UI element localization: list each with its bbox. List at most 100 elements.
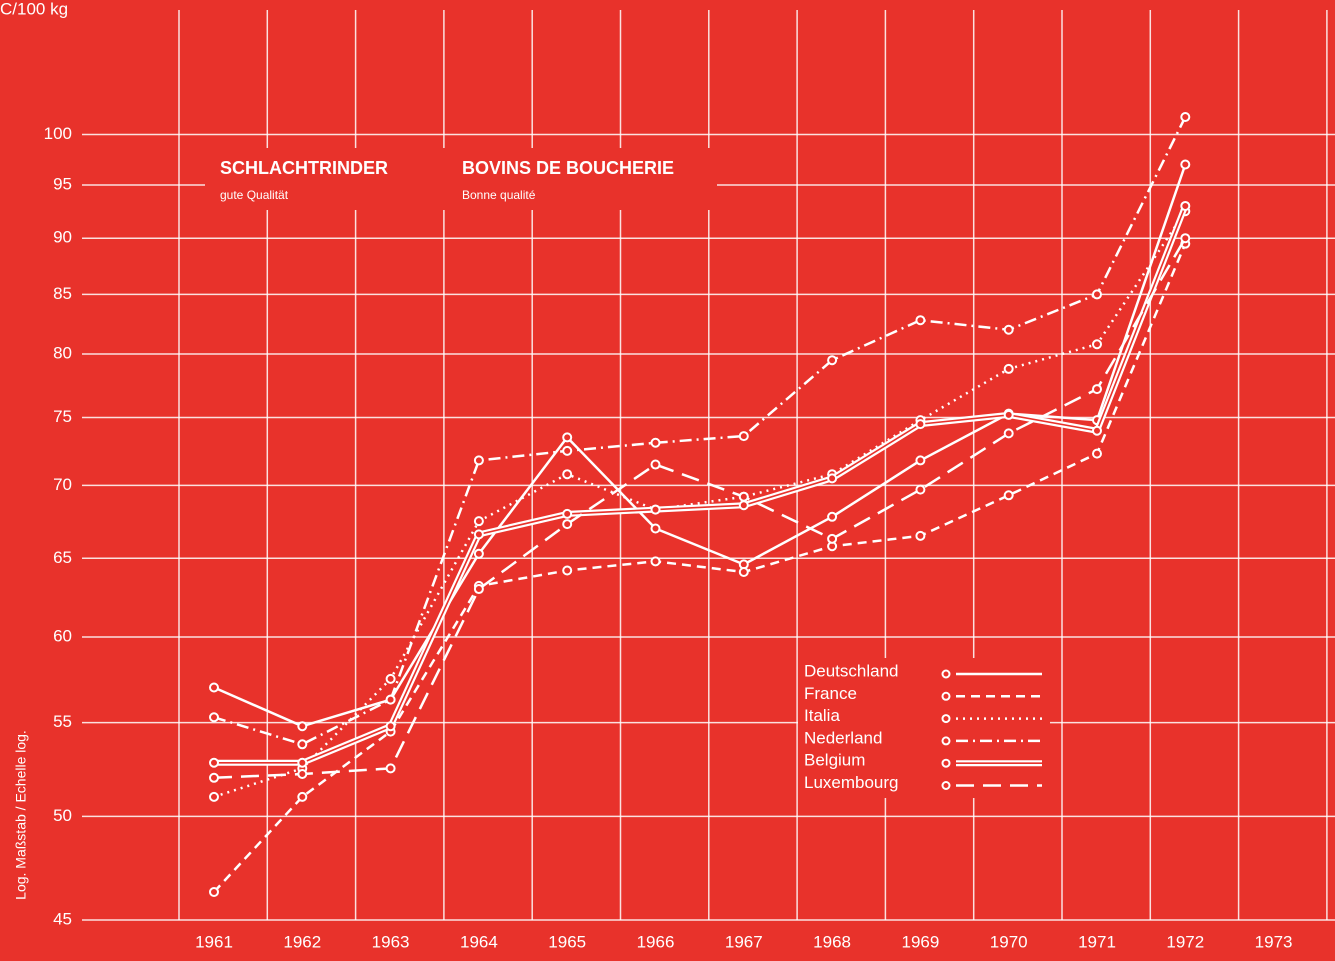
- legend-marker: [941, 691, 951, 701]
- point: [1180, 233, 1191, 244]
- legend-label: Luxembourg: [804, 773, 899, 792]
- point: [473, 548, 484, 559]
- point: [562, 508, 573, 519]
- point: [1180, 112, 1191, 123]
- point: [738, 491, 749, 502]
- point: [1003, 490, 1014, 501]
- point: [297, 721, 308, 732]
- x-tick-label: 1965: [548, 932, 586, 951]
- point: [1092, 384, 1102, 395]
- line: [213, 210, 1187, 799]
- y-tick-label: 45: [53, 909, 72, 928]
- point: [1092, 339, 1102, 350]
- point: [297, 791, 308, 802]
- point: [915, 455, 926, 466]
- point: [385, 763, 396, 774]
- point: [385, 721, 396, 732]
- y-tick-label: 90: [53, 228, 72, 247]
- line-inner: [214, 205, 1187, 764]
- point: [650, 504, 661, 515]
- chart-title: SCHLACHTRINDER: [220, 158, 388, 178]
- point: [562, 519, 573, 530]
- point: [738, 431, 749, 442]
- point: [650, 556, 661, 567]
- legend-marker: [941, 714, 951, 724]
- y-tick-label: 60: [53, 627, 72, 646]
- legend-marker: [941, 781, 951, 790]
- point: [1092, 289, 1102, 300]
- title-box: [205, 148, 717, 210]
- point: [738, 567, 749, 578]
- x-tick-label: 1964: [460, 932, 498, 951]
- point: [915, 530, 926, 541]
- point: [650, 437, 661, 448]
- point: [297, 769, 308, 780]
- y-tick-label: 55: [53, 712, 72, 731]
- x-tick-label: 1971: [1078, 932, 1116, 951]
- y-tick-label: 50: [53, 806, 72, 825]
- x-tick-label: 1967: [725, 932, 763, 951]
- point: [209, 772, 219, 783]
- point: [827, 473, 838, 484]
- point: [1092, 448, 1102, 459]
- point: [473, 455, 484, 466]
- point: [1092, 425, 1102, 436]
- point: [1003, 409, 1014, 420]
- point: [827, 355, 838, 366]
- y-tick-label: 75: [53, 407, 72, 426]
- x-tick-label: 1969: [901, 932, 939, 951]
- x-tick-label: 1963: [372, 932, 410, 951]
- point: [1180, 200, 1191, 211]
- point: [385, 694, 396, 705]
- y-tick-label: 85: [53, 284, 72, 303]
- x-tick-label: 1968: [813, 932, 851, 951]
- y-tick-label: 100: [44, 124, 72, 143]
- legend-box: [798, 658, 1050, 798]
- x-tick-label: 1973: [1255, 932, 1293, 951]
- legend-label: Belgium: [804, 751, 865, 770]
- point: [827, 511, 838, 522]
- point: [915, 419, 926, 430]
- line: [213, 164, 1187, 728]
- grid: [82, 10, 1335, 921]
- y-tick-label: 65: [53, 548, 72, 567]
- point: [562, 469, 573, 480]
- line: [213, 237, 1187, 780]
- point: [1003, 428, 1014, 439]
- legend-marker: [941, 669, 951, 679]
- point: [209, 682, 219, 693]
- x-tick-label: 1970: [990, 932, 1028, 951]
- chart-subtitle: Bonne qualité: [462, 188, 536, 202]
- point: [827, 533, 838, 544]
- chart-title: BOVINS DE BOUCHERIE: [462, 158, 674, 178]
- y-tick-label: 80: [53, 344, 72, 363]
- point: [915, 315, 926, 326]
- point: [562, 432, 573, 443]
- point: [473, 529, 484, 540]
- point: [562, 445, 573, 456]
- point: [209, 791, 219, 802]
- point: [650, 459, 661, 470]
- y-tick-label: 70: [53, 475, 72, 494]
- point: [1003, 324, 1014, 335]
- point: [209, 712, 219, 723]
- point: [209, 886, 219, 897]
- point: [297, 757, 308, 768]
- x-tick-label: 1962: [283, 932, 321, 951]
- point: [738, 500, 749, 511]
- point: [473, 516, 484, 527]
- x-tick-label: 1972: [1166, 932, 1204, 951]
- line: [213, 243, 1187, 893]
- legend-marker: [941, 758, 951, 768]
- legend-label: France: [804, 684, 857, 703]
- legend-label: Deutschland: [804, 661, 899, 680]
- legend-marker: [941, 736, 951, 746]
- y-unit-label: C/100 kg: [0, 0, 68, 18]
- point: [650, 523, 661, 534]
- x-tick-label: 1966: [637, 932, 675, 951]
- point: [1180, 159, 1191, 170]
- y-tick-label: 95: [53, 174, 72, 193]
- y-axis-label: Log. Maßstab / Echelle log.: [13, 730, 29, 900]
- point: [297, 739, 308, 750]
